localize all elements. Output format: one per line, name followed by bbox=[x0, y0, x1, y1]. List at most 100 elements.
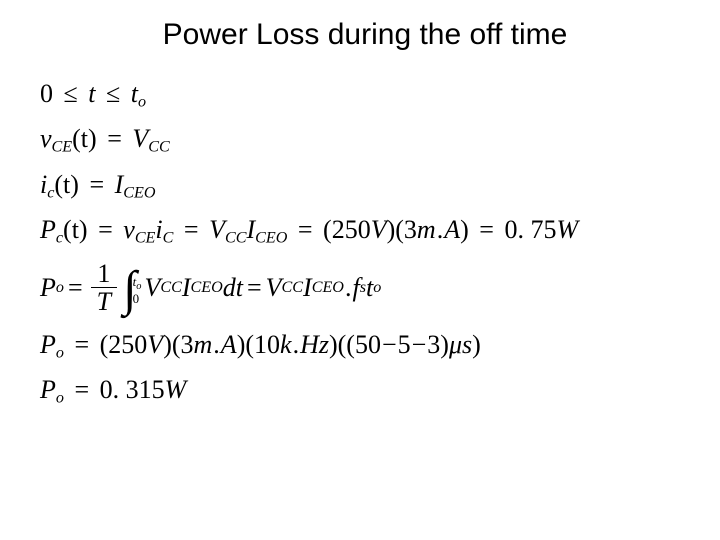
eq4: = bbox=[479, 215, 494, 244]
eq: = bbox=[107, 124, 122, 153]
Iceo: I bbox=[115, 170, 124, 199]
rp4: ) bbox=[440, 330, 449, 359]
u: W bbox=[165, 375, 187, 404]
t-var: t bbox=[88, 79, 95, 108]
lp1: ( bbox=[100, 330, 109, 359]
u2b: A bbox=[221, 330, 237, 359]
eq: = bbox=[74, 330, 89, 359]
ic2-sub: C bbox=[163, 230, 174, 247]
lp: ( bbox=[323, 215, 332, 244]
eq-pc: Pc(t) = vCEiC = VCCICEO = (250V)(3m.A) =… bbox=[40, 210, 690, 251]
P: P bbox=[40, 375, 56, 404]
eq1: = bbox=[98, 215, 113, 244]
eq3: = bbox=[298, 215, 313, 244]
minus2: − bbox=[412, 330, 427, 359]
eq2: = bbox=[247, 268, 262, 308]
eq-po-integral: Po = 1 T ∫ to 0 VCCICEOdt = VCCICEO.fsto bbox=[40, 260, 690, 317]
dot2: . bbox=[345, 268, 352, 308]
n3: 10 bbox=[254, 330, 280, 359]
n6: 3 bbox=[427, 330, 440, 359]
dot3: . bbox=[213, 330, 220, 359]
int-upper: to bbox=[133, 275, 142, 292]
n2: 3 bbox=[404, 215, 417, 244]
n2: 3 bbox=[181, 330, 194, 359]
integral: ∫ to 0 bbox=[123, 269, 141, 309]
integral-limits: to 0 bbox=[133, 275, 142, 302]
dot4: . bbox=[293, 330, 300, 359]
le-1: ≤ bbox=[64, 79, 78, 108]
v-sub: CE bbox=[52, 139, 73, 156]
rp1: )( bbox=[163, 330, 180, 359]
P: P bbox=[40, 268, 56, 308]
eq: = bbox=[74, 375, 89, 404]
le-2: ≤ bbox=[106, 79, 120, 108]
Vcc2-sub: CC bbox=[225, 230, 247, 247]
eq-po-result: Po = 0. 315W bbox=[40, 370, 690, 411]
n2: 315 bbox=[126, 375, 165, 404]
rp3: )(( bbox=[329, 330, 355, 359]
frac-1-over-T: 1 T bbox=[91, 260, 117, 317]
fs: f bbox=[352, 268, 359, 308]
u2a: m bbox=[194, 330, 213, 359]
Vcc-sub: CC bbox=[148, 139, 170, 156]
t-rhs-sub: o bbox=[138, 94, 146, 111]
Vcc: V bbox=[132, 124, 148, 153]
Vcc: V bbox=[144, 268, 160, 308]
slide-title: Power Loss during the off time bbox=[40, 18, 690, 52]
Vcc2: V bbox=[266, 268, 282, 308]
Iceo2-sub: CEO bbox=[255, 230, 287, 247]
vce2: v bbox=[123, 215, 135, 244]
rp: )( bbox=[387, 215, 404, 244]
to-sub: o bbox=[373, 276, 381, 301]
n4: 50 bbox=[355, 330, 381, 359]
int-lower: 0 bbox=[133, 292, 142, 305]
eq-interval: 0 ≤ t ≤ to bbox=[40, 74, 690, 115]
eq2: = bbox=[184, 215, 199, 244]
n3b: 75 bbox=[530, 215, 556, 244]
Iceo: I bbox=[182, 268, 191, 308]
v-arg: (t) bbox=[72, 124, 97, 153]
ic2: i bbox=[155, 215, 162, 244]
Iceo-sub: CEO bbox=[191, 276, 223, 301]
frac-den: T bbox=[91, 288, 117, 317]
u3a: k bbox=[280, 330, 292, 359]
P-sub: c bbox=[56, 230, 63, 247]
eq-ic: ic(t) = ICEO bbox=[40, 165, 690, 206]
Vcc2: V bbox=[209, 215, 225, 244]
Vcc-sub: CC bbox=[160, 276, 182, 301]
Vcc2-sub: CC bbox=[282, 276, 304, 301]
n1: 250 bbox=[332, 215, 371, 244]
u1: V bbox=[371, 215, 387, 244]
P-arg: (t) bbox=[63, 215, 88, 244]
u3c: Hz bbox=[300, 330, 329, 359]
t-rhs: t bbox=[131, 79, 138, 108]
dt: dt bbox=[223, 268, 243, 308]
eq: = bbox=[68, 268, 83, 308]
equations-block: 0 ≤ t ≤ to vCE(t) = VCC ic(t) = ICEO Pc(… bbox=[40, 74, 690, 412]
Iceo2: I bbox=[303, 268, 312, 308]
to: t bbox=[366, 268, 373, 308]
rp5: ) bbox=[472, 330, 481, 359]
mu: μ bbox=[449, 330, 462, 359]
u4: s bbox=[462, 330, 472, 359]
Iceo2: I bbox=[246, 215, 255, 244]
eq-po-numeric: Po = (250V)(3m.A)(10k.Hz)((50−5−3)μs) bbox=[40, 325, 690, 366]
n3: 0. bbox=[504, 215, 524, 244]
u2a: m bbox=[417, 215, 436, 244]
P-sub: o bbox=[56, 276, 64, 301]
u1: V bbox=[147, 330, 163, 359]
P-sub: o bbox=[56, 344, 64, 361]
n5: 5 bbox=[398, 330, 411, 359]
v: v bbox=[40, 124, 52, 153]
rp2: )( bbox=[237, 330, 254, 359]
P-sub: o bbox=[56, 390, 64, 407]
dot1: . bbox=[437, 215, 444, 244]
eq: = bbox=[89, 170, 104, 199]
frac-num: 1 bbox=[91, 260, 117, 288]
i-arg: (t) bbox=[54, 170, 79, 199]
zero: 0 bbox=[40, 79, 53, 108]
u3: W bbox=[556, 215, 578, 244]
Iceo-sub: CEO bbox=[123, 184, 155, 201]
Iceo2-sub: CEO bbox=[312, 276, 344, 301]
rp2: ) bbox=[460, 215, 469, 244]
